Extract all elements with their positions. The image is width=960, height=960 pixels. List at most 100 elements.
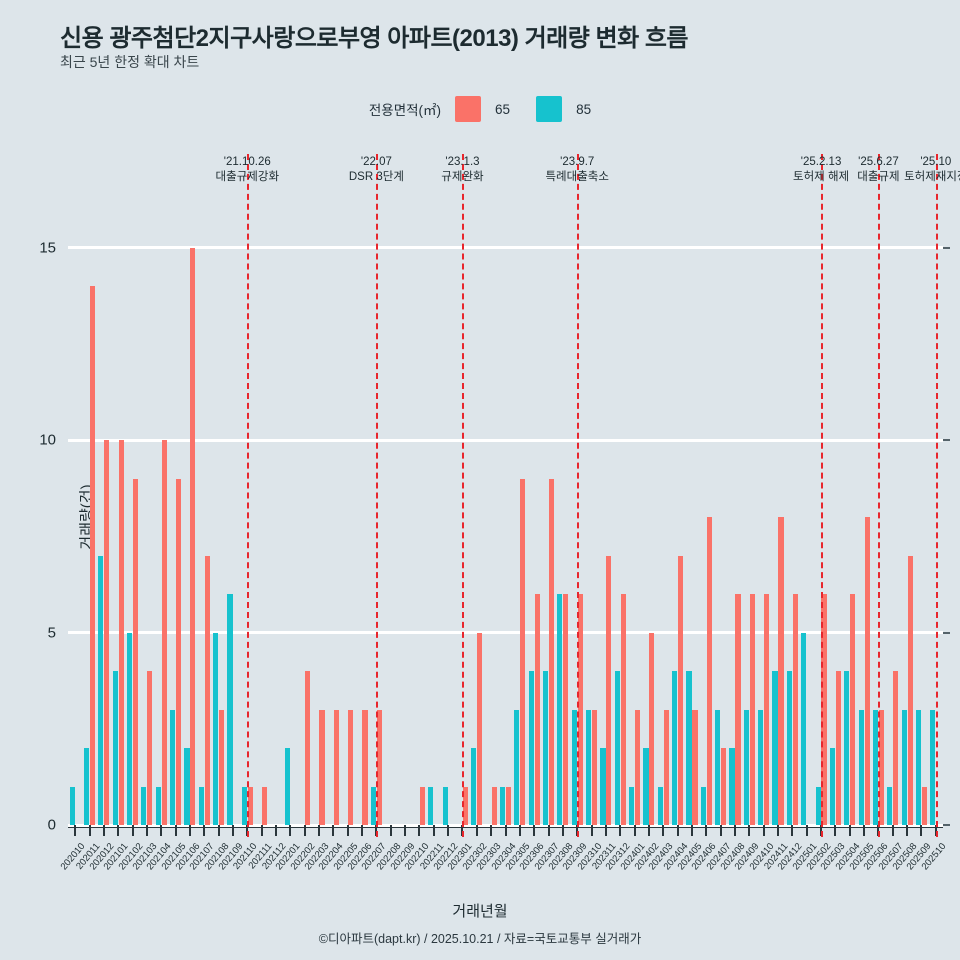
bar-202410-65 <box>764 594 770 825</box>
bar-202207-85 <box>370 786 376 825</box>
y-tick-label: 0 <box>47 816 56 834</box>
x-tick-mark <box>662 825 665 836</box>
x-tick-mark <box>848 825 851 836</box>
bar-202207-65 <box>376 709 382 825</box>
bar-202303-65 <box>491 786 497 825</box>
x-tick-mark <box>734 825 736 836</box>
event-date: '25.2.13 <box>800 156 842 168</box>
x-tick-mark <box>418 825 421 836</box>
event-date: '23.9.7 <box>560 156 595 168</box>
event-annotation-202502: '25.2.13 토허제 해제 <box>793 155 849 185</box>
bar-202504-85 <box>844 671 850 825</box>
event-label: 토허제재지정 <box>904 171 960 183</box>
event-line-202301 <box>462 154 465 837</box>
bar-202101-65 <box>118 440 124 825</box>
bar-202212-85 <box>442 786 448 825</box>
bar-202010-85 <box>69 786 75 825</box>
event-label: DSR 3단계 <box>348 171 404 183</box>
x-tick-mark <box>604 825 607 836</box>
bar-202503-85 <box>829 748 835 825</box>
x-tick-mark <box>676 825 679 836</box>
grid-line <box>68 438 943 442</box>
x-tick-mark <box>174 825 177 836</box>
x-tick-mark <box>490 825 493 836</box>
bar-202107-65 <box>204 555 210 825</box>
event-annotation-202207: '22.07 DSR 3단계 <box>349 155 404 185</box>
x-tick-mark <box>404 825 407 836</box>
bar-202011-65 <box>89 286 96 825</box>
x-tick-mark <box>748 825 751 836</box>
x-tick-mark <box>518 825 521 836</box>
x-tick-mark <box>447 825 450 836</box>
event-date: '22.07 <box>360 156 392 168</box>
event-label: 대출규제 <box>857 171 900 183</box>
bar-202301-65 <box>462 786 469 825</box>
bar-202408-65 <box>735 594 741 825</box>
bar-202312-85 <box>614 671 620 825</box>
x-axis-title: 거래년월 <box>452 903 508 920</box>
bar-202305-85 <box>514 709 520 825</box>
bar-202306-85 <box>528 671 534 825</box>
event-date: '25.10 <box>920 156 952 168</box>
bar-202304-65 <box>505 786 512 825</box>
bar-202308-85 <box>557 594 563 825</box>
x-tick-mark <box>863 825 866 836</box>
bar-202205-65 <box>348 709 354 825</box>
bar-202310-65 <box>591 709 598 825</box>
bar-202105-85 <box>170 709 176 825</box>
bar-202206-65 <box>362 709 368 825</box>
legend-label-65: 65 <box>495 101 511 117</box>
event-line-202510 <box>935 154 938 837</box>
bar-202304-85 <box>499 786 506 825</box>
bar-202408-85 <box>729 748 735 825</box>
x-tick-mark <box>791 825 794 836</box>
grid-line <box>68 246 943 249</box>
bar-202407-65 <box>721 748 727 825</box>
x-tick-mark <box>188 825 191 836</box>
bar-202107-85 <box>198 786 204 825</box>
bar-202311-65 <box>606 555 612 825</box>
event-line-202506 <box>878 154 881 837</box>
y-tick-label: 15 <box>39 239 56 256</box>
x-tick-mark <box>160 825 163 836</box>
x-tick-mark <box>145 825 148 836</box>
x-tick-mark <box>690 825 693 836</box>
bar-202412-65 <box>792 594 798 825</box>
x-tick-mark <box>805 825 808 836</box>
bar-202401-65 <box>634 709 641 825</box>
x-tick-mark <box>533 825 536 836</box>
x-tick-mark <box>274 825 277 836</box>
bar-202403-85 <box>657 786 663 825</box>
event-line-202309 <box>577 154 580 837</box>
event-date: '23.1.3 <box>445 156 480 168</box>
event-annotation-202110: '21.10.26 대출규제강화 <box>216 155 279 185</box>
bar-202102-65 <box>132 478 139 825</box>
bar-202409-85 <box>743 709 749 825</box>
x-tick-mark <box>74 825 77 836</box>
bar-202012-85 <box>98 555 104 825</box>
x-tick-mark <box>906 825 909 836</box>
chart-legend: 전용면적(㎡) 65 85 <box>0 96 960 122</box>
bar-202509-65 <box>921 786 928 825</box>
x-tick-mark <box>590 825 593 836</box>
bar-202307-65 <box>548 478 555 825</box>
bar-202104-65 <box>161 440 167 825</box>
bar-202503-65 <box>835 671 841 825</box>
bar-202409-65 <box>749 594 755 825</box>
bar-202506-65 <box>878 709 884 825</box>
bar-202402-85 <box>643 748 649 825</box>
x-tick-mark <box>647 825 650 836</box>
x-tick-mark <box>117 825 120 836</box>
event-annotation-202510: '25.10 토허제재지정 <box>904 155 960 185</box>
x-tick-mark <box>561 825 564 836</box>
x-tick-mark <box>332 825 335 836</box>
bar-202406-85 <box>700 786 706 825</box>
bar-202407-85 <box>715 709 721 825</box>
x-tick-mark <box>475 825 478 836</box>
chart-plot-area: 거래량(건) 0 5 10 15 202010 202011 202012 202101 202… <box>39 154 960 872</box>
bar-202311-85 <box>600 748 606 825</box>
bar-202402-65 <box>649 632 655 825</box>
bar-202011-85 <box>83 748 90 825</box>
bar-202302-85 <box>471 748 477 825</box>
bar-202504-65 <box>850 594 856 825</box>
